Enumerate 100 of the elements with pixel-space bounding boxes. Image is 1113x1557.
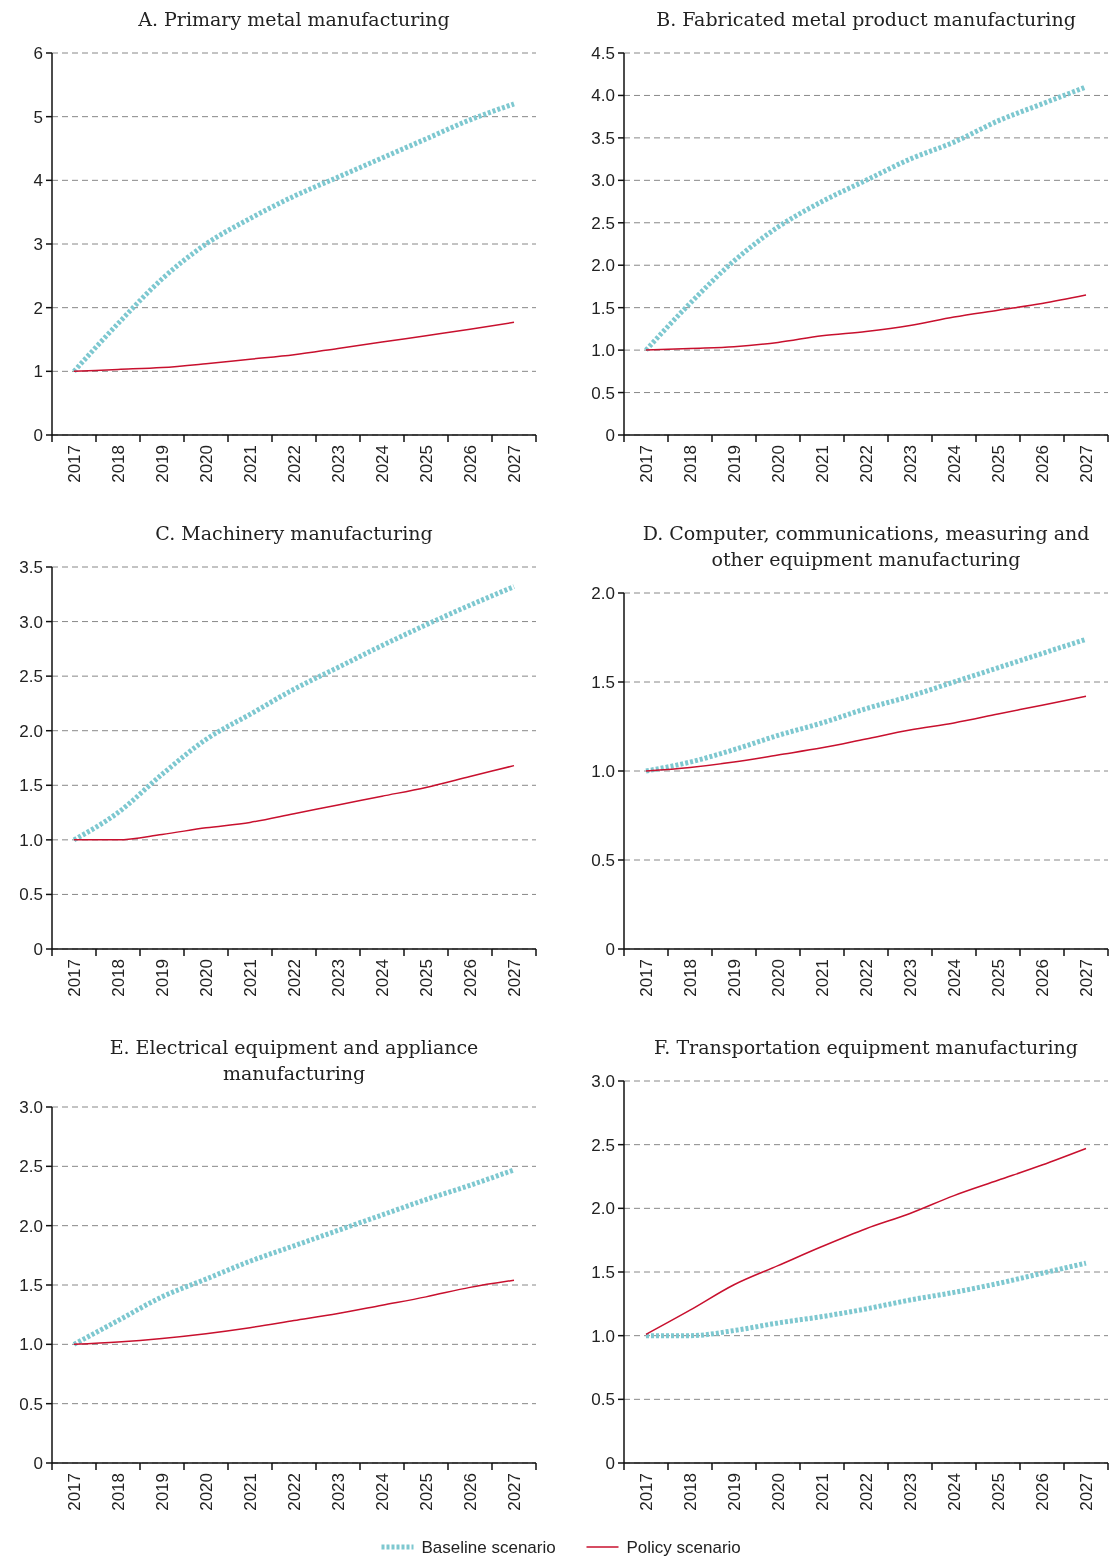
y-tick-label: 3.5 [19, 557, 43, 577]
x-tick-label: 2019 [152, 1473, 172, 1511]
x-tick-label: 2023 [328, 445, 348, 483]
x-tick-label: 2023 [900, 959, 920, 997]
y-tick-label: 1.0 [591, 1326, 615, 1346]
x-tick-label: 2025 [988, 959, 1008, 997]
y-tick-label: 0 [605, 1453, 615, 1473]
y-tick-label: 4.0 [591, 86, 615, 106]
y-tick-label: 3.0 [19, 612, 43, 632]
x-tick-label: 2024 [372, 959, 392, 997]
x-tick-label: 2023 [900, 445, 920, 483]
x-tick-label: 2017 [64, 959, 84, 997]
x-tick-label: 2020 [768, 1473, 788, 1511]
y-tick-label: 2.5 [591, 1135, 615, 1155]
y-tick-label: 2 [33, 298, 43, 318]
x-tick-label: 2022 [856, 445, 876, 483]
x-tick-label: 2017 [64, 1473, 84, 1511]
line-series [645, 294, 1087, 351]
x-tick-label: 2024 [944, 959, 964, 997]
x-tick-label: 2024 [944, 445, 964, 483]
x-tick-label: 2021 [812, 445, 832, 483]
x-tick-label: 2025 [416, 1473, 436, 1511]
y-tick-label: 1.0 [591, 341, 615, 361]
x-tick-label: 2027 [504, 1473, 524, 1511]
y-tick-label: 3.0 [19, 1097, 43, 1117]
x-tick-label: 2017 [636, 445, 656, 483]
x-tick-label: 2023 [328, 1473, 348, 1511]
y-tick-label: 2.0 [591, 1199, 615, 1219]
y-tick-label: 6 [33, 43, 43, 63]
x-tick-label: 2018 [108, 445, 128, 483]
x-tick-label: 2027 [1076, 1473, 1096, 1511]
y-tick-label: 0.5 [19, 1394, 43, 1414]
x-tick-label: 2021 [812, 1473, 832, 1511]
x-tick-label: 2022 [284, 445, 304, 483]
line-series [73, 764, 515, 841]
x-tick-label: 2021 [240, 1473, 260, 1511]
chart-title: B. Fabricated metal product manufacturing [656, 8, 1076, 30]
line-series [645, 1147, 1087, 1336]
x-tick-label: 2017 [64, 445, 84, 483]
x-tick-label: 2022 [856, 1473, 876, 1511]
x-tick-label: 2020 [196, 445, 216, 483]
x-tick-label: 2024 [944, 1473, 964, 1511]
y-tick-label: 2.5 [19, 1157, 43, 1177]
y-tick-label: 1.0 [19, 1335, 43, 1355]
y-tick-label: 2.0 [19, 1216, 43, 1236]
x-tick-label: 2025 [988, 1473, 1008, 1511]
x-tick-label: 2022 [284, 959, 304, 997]
x-tick-label: 2024 [372, 1473, 392, 1511]
y-tick-label: 3.0 [591, 1071, 615, 1091]
x-tick-label: 2025 [416, 445, 436, 483]
x-tick-label: 2025 [416, 959, 436, 997]
x-tick-label: 2027 [1076, 445, 1096, 483]
y-tick-label: 1.5 [591, 1262, 615, 1282]
y-tick-label: 0 [605, 939, 615, 959]
y-tick-label: 1.5 [591, 672, 615, 692]
y-tick-label: 4.5 [591, 43, 615, 63]
y-tick-label: 1 [33, 362, 43, 382]
x-tick-label: 2026 [460, 445, 480, 483]
x-tick-label: 2022 [856, 959, 876, 997]
chart-title: D. Computer, communications, measuring and other equipment manufacturing [642, 522, 1090, 570]
chart-title: F. Transportation equipment manufacturing [654, 1036, 1078, 1058]
x-tick-label: 2026 [1032, 959, 1052, 997]
line-series [645, 695, 1087, 772]
y-tick-label: 0.5 [591, 850, 615, 870]
x-tick-label: 2021 [240, 445, 260, 483]
x-tick-label: 2021 [812, 959, 832, 997]
x-tick-label: 2020 [196, 1473, 216, 1511]
y-tick-label: 2.5 [591, 213, 615, 233]
y-tick-label: 2.0 [591, 583, 615, 603]
x-tick-label: 2026 [1032, 445, 1052, 483]
line-series [73, 321, 515, 373]
chart-title: A. Primary metal manufacturing [137, 8, 450, 30]
x-tick-label: 2018 [108, 1473, 128, 1511]
x-tick-label: 2019 [724, 445, 744, 483]
y-tick-label: 0.5 [591, 1390, 615, 1410]
line-series [73, 1279, 515, 1346]
y-tick-label: 5 [33, 107, 43, 127]
y-tick-label: 1.5 [591, 298, 615, 318]
x-tick-label: 2027 [1076, 959, 1096, 997]
x-tick-label: 2020 [768, 959, 788, 997]
y-tick-label: 1.0 [591, 761, 615, 781]
x-tick-label: 2026 [460, 1473, 480, 1511]
x-tick-label: 2026 [460, 959, 480, 997]
x-tick-label: 2018 [108, 959, 128, 997]
legend-label: Baseline scenario [421, 1537, 556, 1557]
x-tick-label: 2017 [636, 959, 656, 997]
x-tick-label: 2017 [636, 1473, 656, 1511]
y-tick-label: 3 [33, 234, 43, 254]
y-tick-label: 1.5 [19, 1275, 43, 1295]
x-tick-label: 2025 [988, 445, 1008, 483]
x-tick-label: 2020 [768, 445, 788, 483]
y-tick-label: 2.0 [19, 721, 43, 741]
chart-title: E. Electrical equipment and appliance manufacturing [109, 1036, 479, 1084]
x-tick-label: 2018 [680, 445, 700, 483]
x-tick-label: 2019 [152, 445, 172, 483]
x-tick-label: 2021 [240, 959, 260, 997]
y-tick-label: 0.5 [591, 383, 615, 403]
x-tick-label: 2023 [900, 1473, 920, 1511]
y-tick-label: 3.5 [591, 128, 615, 148]
y-tick-label: 0 [33, 425, 43, 445]
